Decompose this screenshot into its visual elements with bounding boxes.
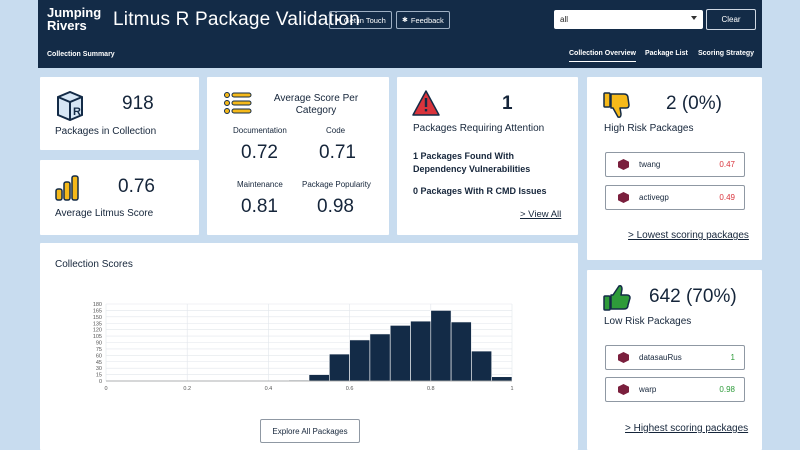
y-tick-label: 30: [96, 366, 102, 372]
tab-package-list[interactable]: Package List: [645, 50, 688, 57]
popularity-value: 0.98: [317, 196, 354, 217]
packages-count: 918: [122, 93, 154, 114]
list-item[interactable]: twang 0.47: [605, 152, 745, 177]
y-tick-label: 180: [93, 302, 102, 308]
feedback-button[interactable]: ✱ Feedback: [396, 11, 450, 29]
list-item[interactable]: datasauRus 1: [605, 345, 745, 370]
y-tick-label: 45: [96, 360, 102, 366]
warning-icon: [412, 90, 440, 116]
y-tick-label: 150: [93, 315, 102, 321]
tab-scoring-strategy[interactable]: Scoring Strategy: [698, 50, 755, 57]
rcmd-issues-text: 0 Packages With R CMD Issues: [413, 186, 547, 196]
lowest-scoring-link[interactable]: > Lowest scoring packages: [628, 230, 749, 241]
page-subtitle: Collection Summary: [47, 51, 115, 58]
x-tick-label: 0.2: [183, 386, 191, 392]
low-risk-packages-card: 642 (70%) Low Risk Packages datasauRus 1…: [587, 270, 762, 450]
histogram-bar: [410, 320, 432, 382]
package-hex-icon: [618, 352, 629, 363]
clear-button[interactable]: Clear: [706, 9, 756, 30]
attention-label: Packages Requiring Attention: [413, 123, 545, 134]
svg-text:R: R: [73, 106, 81, 118]
y-tick-label: 75: [96, 347, 102, 353]
chevron-down-icon: [691, 16, 697, 20]
list-item[interactable]: warp 0.98: [605, 377, 745, 402]
list-item[interactable]: activegp 0.49: [605, 185, 745, 210]
histogram-bar: [369, 333, 391, 382]
attention-count: 1: [502, 93, 513, 114]
average-litmus-score-card: 0.76 Average Litmus Score: [40, 160, 199, 235]
y-tick-label: 15: [96, 373, 102, 379]
bar-chart-icon: [55, 175, 79, 201]
code-label: Code: [326, 126, 346, 135]
popularity-label: Package Popularity: [302, 180, 371, 189]
y-tick-label: 105: [93, 334, 102, 340]
histogram-bar: [349, 339, 371, 382]
explore-all-packages-button[interactable]: Explore All Packages: [260, 419, 360, 443]
tab-collection-overview[interactable]: Collection Overview: [569, 50, 636, 62]
x-tick-label: 0: [104, 386, 107, 392]
packages-label: Packages in Collection: [55, 126, 157, 137]
histogram-bar: [491, 376, 513, 382]
maintenance-value: 0.81: [241, 196, 278, 217]
histogram-bar: [328, 353, 350, 382]
high-risk-label: High Risk Packages: [604, 123, 694, 134]
histogram-bar: [430, 310, 452, 382]
low-risk-label: Low Risk Packages: [604, 316, 692, 327]
code-value: 0.71: [319, 142, 356, 163]
collection-scores-card: Collection Scores 0 15 30 45 60 75 90 105 120 135…: [40, 243, 578, 450]
average-score-per-category-card: Average Score Per Category Documentation…: [207, 77, 389, 235]
high-risk-count: 2 (0%): [666, 93, 722, 114]
x-tick-label: 1: [510, 386, 513, 392]
thumbs-down-icon: [603, 92, 630, 118]
package-hex-icon: [618, 159, 629, 170]
collection-scores-title: Collection Scores: [55, 259, 133, 270]
histogram-bar: [471, 350, 492, 382]
packages-in-collection-card: R 918 Packages in Collection: [40, 77, 199, 150]
histogram-bar: [389, 325, 411, 382]
bug-icon: ✱: [402, 17, 408, 24]
packages-requiring-attention-card: 1 Packages Requiring Attention 1 Package…: [397, 77, 578, 235]
litmus-score-label: Average Litmus Score: [55, 208, 154, 219]
maintenance-label: Maintenance: [237, 180, 283, 189]
x-tick-label: 0.8: [427, 386, 435, 392]
top-navbar: Jumping Rivers Litmus R Package Validati…: [38, 0, 762, 68]
collection-select[interactable]: all: [554, 10, 703, 29]
litmus-score-value: 0.76: [118, 176, 155, 197]
app-title: Litmus R Package Validation: [113, 9, 360, 30]
jumping-rivers-logo[interactable]: Jumping Rivers: [47, 5, 102, 33]
highest-scoring-link[interactable]: > Highest scoring packages: [625, 423, 749, 434]
y-tick-label: 90: [96, 341, 102, 347]
histogram-bar: [308, 374, 330, 382]
x-tick-label: 0.6: [346, 386, 354, 392]
y-tick-label: 135: [93, 321, 102, 327]
get-in-touch-button[interactable]: ➤ Get in Touch: [329, 11, 392, 29]
y-tick-label: 120: [93, 328, 102, 334]
low-risk-count: 642 (70%): [649, 286, 737, 307]
package-hex-icon: [618, 192, 629, 203]
send-icon: ➤: [335, 17, 341, 24]
y-tick-label: 0: [99, 379, 102, 385]
y-tick-label: 165: [93, 308, 102, 314]
vulnerabilities-text: 1 Packages Found With Dependency Vulnera…: [413, 151, 531, 174]
view-all-link[interactable]: > View All: [520, 209, 562, 220]
high-risk-packages-card: 2 (0%) High Risk Packages twang 0.47 act…: [587, 77, 762, 260]
package-box-icon: R: [57, 91, 83, 121]
list-icon: [224, 92, 252, 114]
y-tick-label: 60: [96, 353, 102, 359]
category-card-title: Average Score Per Category: [273, 93, 359, 116]
package-hex-icon: [618, 384, 629, 395]
thumbs-up-icon: [603, 285, 631, 311]
documentation-label: Documentation: [233, 126, 287, 135]
x-tick-label: 0.4: [265, 386, 273, 392]
documentation-value: 0.72: [241, 142, 278, 163]
histogram-bar: [450, 321, 472, 382]
